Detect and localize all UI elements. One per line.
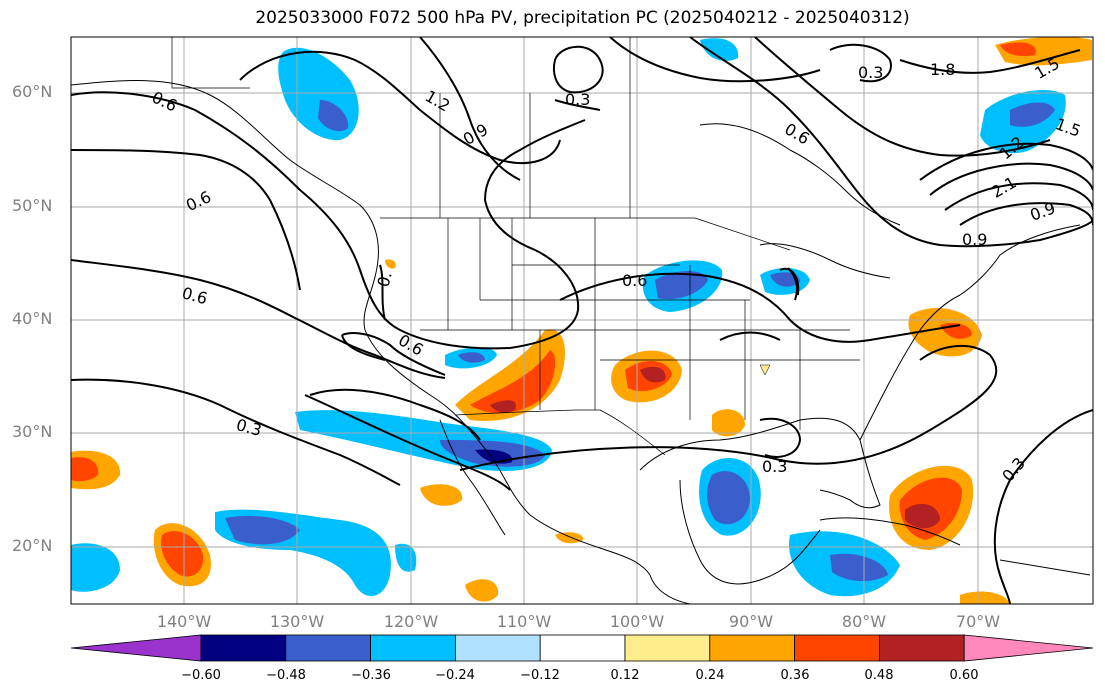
lon-label-90w: 90°W (728, 612, 774, 631)
colorbar-tick: −0.12 (520, 668, 560, 683)
contour-label: 1.5 (1053, 114, 1083, 141)
colorbar-swatch (794, 634, 880, 662)
map-title: 2025033000 F072 500 hPa PV, precipitatio… (255, 8, 910, 28)
contour-label: 0.9 (1028, 198, 1058, 225)
lat-label-60n: 60°N (12, 82, 53, 101)
contour-label: 1.2 (422, 86, 454, 115)
lat-label-20n: 20°N (12, 536, 53, 555)
colorbar-tick: 0.12 (610, 668, 640, 683)
contour-label: 0.6 (781, 119, 813, 148)
colorbar (70, 634, 1094, 662)
graticule (71, 37, 1093, 604)
contour-labels: 0.6 0.6 0.6 0.6 0.6 0.6 0.3 0.3 0.3 0.3 … (149, 54, 1083, 486)
colorbar-swatch (879, 634, 965, 662)
colorbar-tick: 0.36 (780, 668, 810, 683)
colorbar-swatch (200, 634, 287, 662)
contour-label: 0. (374, 269, 396, 289)
lat-label-50n: 50°N (12, 196, 53, 215)
colorbar-tick: 0.24 (695, 668, 725, 683)
lon-label-80w: 80°W (841, 612, 887, 631)
colorbar-tick: −0.60 (181, 668, 221, 683)
contour-label: 0.3 (858, 63, 883, 82)
colorbar-tick: −0.24 (435, 668, 475, 683)
contour-label: 0.3 (234, 415, 264, 440)
colorbar-swatch (454, 634, 541, 662)
lon-label-100w: 100°W (609, 612, 665, 631)
contour-label: 0.6 (622, 271, 647, 290)
colorbar-tick: 0.48 (864, 668, 894, 683)
pv-contours (71, 37, 1093, 604)
lon-label-70w: 70°W (955, 612, 1001, 631)
lon-label-120w: 120°W (383, 612, 439, 631)
contour-label: 0.3 (998, 454, 1029, 486)
colorbar-tick: −0.36 (351, 668, 391, 683)
contour-label: 0.6 (183, 187, 214, 215)
contour-label: 2.1 (988, 173, 1020, 202)
lon-label-140w: 140°W (156, 612, 212, 631)
lon-label-130w: 130°W (269, 612, 325, 631)
colorbar-swatch (370, 634, 456, 662)
contour-label: 1.8 (930, 60, 955, 79)
colorbar-swatch (285, 634, 372, 662)
colorbar-swatch (624, 634, 711, 662)
colorbar-tick: 0.60 (949, 668, 979, 683)
colorbar-swatch (709, 634, 795, 662)
lat-label-40n: 40°N (12, 309, 53, 328)
precip-shading (71, 37, 1092, 604)
lat-label-30n: 30°N (12, 422, 53, 441)
contour-label: 0.9 (460, 120, 492, 149)
political-borders (171, 37, 860, 456)
contour-label: 0.3 (762, 457, 787, 476)
colorbar-tick: −0.48 (266, 668, 306, 683)
colorbar-under-swatch (70, 634, 202, 662)
contour-label: 0.6 (395, 330, 427, 359)
contour-label: 0.9 (962, 230, 987, 249)
contour-label: 0.6 (149, 88, 180, 116)
contour-label: 0.3 (565, 90, 590, 109)
colorbar-over-swatch (963, 634, 1094, 662)
map-frame (70, 36, 1094, 605)
lon-label-110w: 110°W (496, 612, 552, 631)
colorbar-swatch (539, 634, 626, 662)
